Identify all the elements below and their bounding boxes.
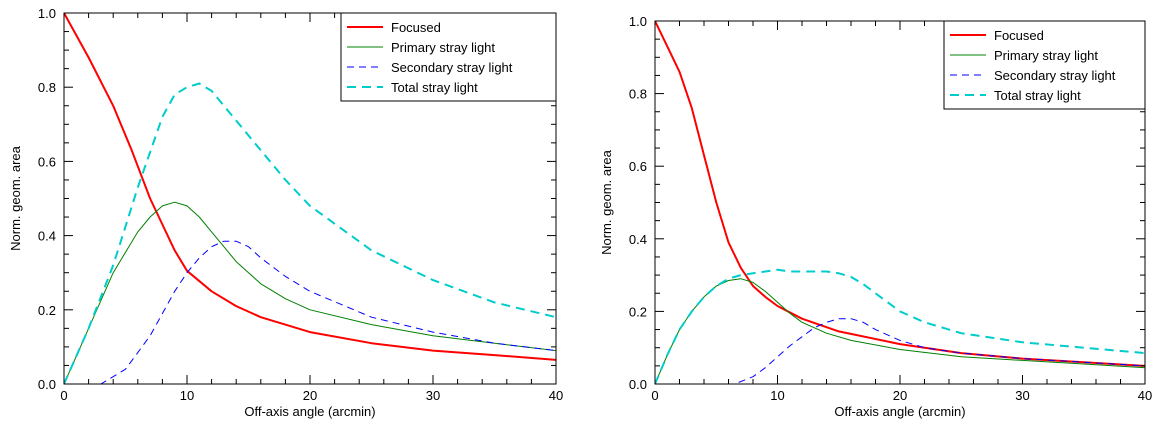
y-tick-label: 1.0 [629, 14, 647, 29]
x-tick-label: 40 [549, 388, 563, 403]
y-tick-label: 0.4 [38, 229, 56, 244]
y-tick-label: 1.0 [38, 6, 56, 21]
x-tick-label: 20 [303, 388, 317, 403]
y-tick-label: 0.4 [629, 232, 647, 247]
x-axis-label: Off-axis angle (arcmin) [834, 404, 965, 419]
legend: Focused Primary stray light Secondary stra… [340, 12, 557, 102]
series-line-1 [64, 13, 556, 361]
legend: Focused Primary stray light Secondary stra… [943, 20, 1146, 110]
x-tick-label: 30 [1015, 388, 1029, 403]
y-tick-label: 0.6 [629, 159, 647, 174]
legend-label-4: Total stray light [994, 88, 1081, 103]
x-tick-label: 40 [1138, 388, 1152, 403]
legend-label-2: Primary stray light [391, 40, 495, 55]
y-tick-label: 0.8 [629, 87, 647, 102]
legend-label-4: Total stray light [391, 80, 478, 95]
series-line-4 [655, 268, 1145, 384]
x-tick-label: 30 [426, 388, 440, 403]
legend-label-1: Focused [994, 28, 1044, 43]
y-tick-label: 0.0 [38, 377, 56, 392]
chart-1: 0 10 20 30 40 0.0 0.2 0.4 0.6 0.8 1.0 Off-axis angl… [8, 6, 563, 419]
legend-label-2: Primary stray light [994, 48, 1098, 63]
y-tick-label: 0.2 [629, 304, 647, 319]
series-line-3 [64, 240, 556, 384]
legend-label-3: Secondary stray light [391, 60, 513, 75]
x-tick-label: 0 [651, 388, 658, 403]
legend-label-1: Focused [391, 20, 441, 35]
y-tick-label: 0.8 [38, 80, 56, 95]
y-tick-label: 0.6 [38, 154, 56, 169]
y-axis-label: Norm. geom. area [599, 149, 614, 255]
series-line-2 [655, 278, 1145, 384]
y-tick-label: 0.2 [38, 303, 56, 318]
series-line-3 [655, 318, 1145, 384]
x-tick-label: 10 [770, 388, 784, 403]
series-line-1 [655, 21, 1145, 367]
x-tick-label: 10 [180, 388, 194, 403]
x-tick-label: 0 [60, 388, 67, 403]
series-line-2 [64, 201, 556, 384]
chart-2: 0 10 20 30 40 0.0 0.2 0.4 0.6 0.8 1.0 Off-axis angl… [599, 14, 1152, 419]
legend-label-3: Secondary stray light [994, 68, 1116, 83]
y-tick-label: 0.0 [629, 377, 647, 392]
y-axis-label: Norm. geom. area [8, 145, 23, 251]
x-axis-label: Off-axis angle (arcmin) [244, 404, 375, 419]
series-line-4 [64, 82, 556, 384]
x-tick-label: 20 [893, 388, 907, 403]
